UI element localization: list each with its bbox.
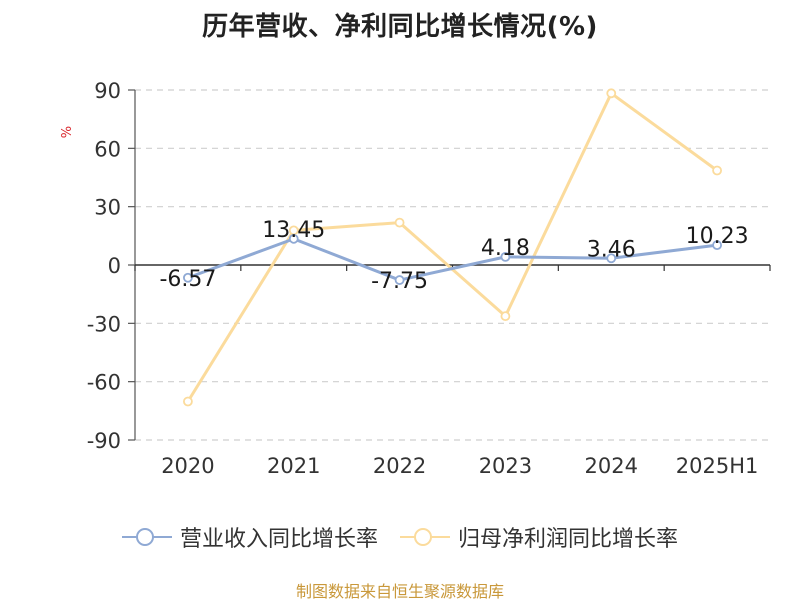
revenue-data-point [712, 240, 722, 251]
net-profit-data-point [712, 165, 722, 176]
net-profit-data-point [500, 311, 511, 322]
revenue-data-label: 4.18 [481, 236, 530, 261]
revenue-data-label: 10.23 [686, 224, 749, 249]
data-source-note: 制图数据来自恒生聚源数据库 [295, 582, 504, 601]
net-profit-data-point [183, 396, 193, 407]
y-tick-label: 90 [94, 79, 121, 103]
legend-revenue-label: 营业收入同比增长率 [179, 527, 378, 552]
revenue-data-point [394, 275, 405, 285]
revenue-data-label: -6.57 [159, 267, 216, 292]
revenue-data-point [606, 253, 617, 264]
legend-item-revenue[interactable]: 营业收入同比增长率 [121, 521, 378, 553]
revenue-data-label: 3.46 [587, 237, 636, 262]
x-tick-label: 2021 [267, 454, 320, 478]
x-tick-label: 2020 [161, 454, 214, 478]
y-tick-label: -30 [87, 312, 121, 336]
revenue-data-label: -7.75 [371, 269, 428, 294]
y-tick-label: 60 [94, 137, 121, 161]
revenue-data-label: 13.45 [262, 218, 325, 243]
y-tick-label: -90 [87, 429, 121, 453]
x-tick-label: 2024 [585, 454, 638, 478]
legend-revenue-swatch [121, 525, 172, 549]
y-tick-label: -60 [87, 371, 121, 395]
chart-title: 历年营收、净利同比增长情况(%) [202, 12, 598, 42]
legend-net-profit-label: 归母净利润同比增长率 [458, 527, 679, 552]
x-tick-label: 2025H1 [676, 454, 759, 478]
y-tick-label: 0 [108, 254, 121, 278]
chart-legend: 营业收入同比增长率 归母净利润同比增长率 [0, 522, 800, 552]
revenue-data-point [288, 233, 299, 244]
revenue-data-point [500, 251, 511, 262]
x-tick-label: 2022 [373, 454, 426, 478]
revenue-growth-line [187, 237, 718, 282]
legend-net-profit-swatch [400, 525, 450, 549]
net-profit-data-point [606, 88, 617, 99]
y-tick-label: 30 [94, 196, 121, 220]
net-profit-data-point [394, 217, 405, 228]
x-tick-label: 2023 [479, 454, 532, 478]
legend-item-net-profit[interactable]: 归母净利润同比增长率 [400, 521, 678, 553]
revenue-data-point [183, 272, 193, 283]
